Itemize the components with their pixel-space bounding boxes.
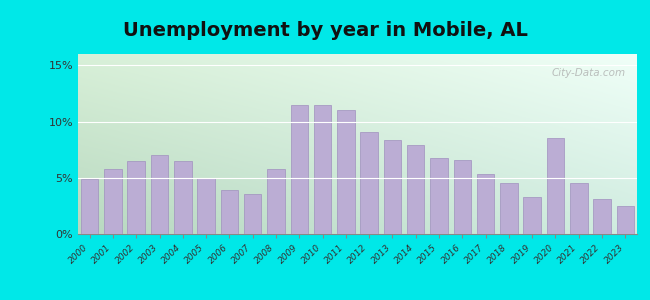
Bar bbox=[454, 160, 471, 234]
Bar bbox=[500, 183, 517, 234]
Bar bbox=[127, 161, 145, 234]
Bar bbox=[360, 132, 378, 234]
Bar bbox=[151, 155, 168, 234]
Bar bbox=[104, 169, 122, 234]
Bar bbox=[384, 140, 401, 234]
Bar bbox=[523, 197, 541, 234]
Bar bbox=[407, 145, 424, 234]
Bar bbox=[81, 179, 98, 234]
Text: City-Data.com: City-Data.com bbox=[552, 68, 626, 78]
Bar bbox=[244, 194, 261, 234]
Bar bbox=[314, 105, 332, 234]
Bar bbox=[291, 105, 308, 234]
Bar bbox=[547, 138, 564, 234]
Bar bbox=[617, 206, 634, 234]
Bar bbox=[174, 161, 192, 234]
Bar bbox=[477, 174, 495, 234]
Bar bbox=[220, 190, 238, 234]
Bar bbox=[267, 169, 285, 234]
Bar bbox=[570, 183, 588, 234]
Bar bbox=[337, 110, 355, 234]
Bar bbox=[593, 199, 611, 234]
Text: Unemployment by year in Mobile, AL: Unemployment by year in Mobile, AL bbox=[123, 21, 527, 40]
Bar bbox=[198, 178, 215, 234]
Bar bbox=[430, 158, 448, 234]
